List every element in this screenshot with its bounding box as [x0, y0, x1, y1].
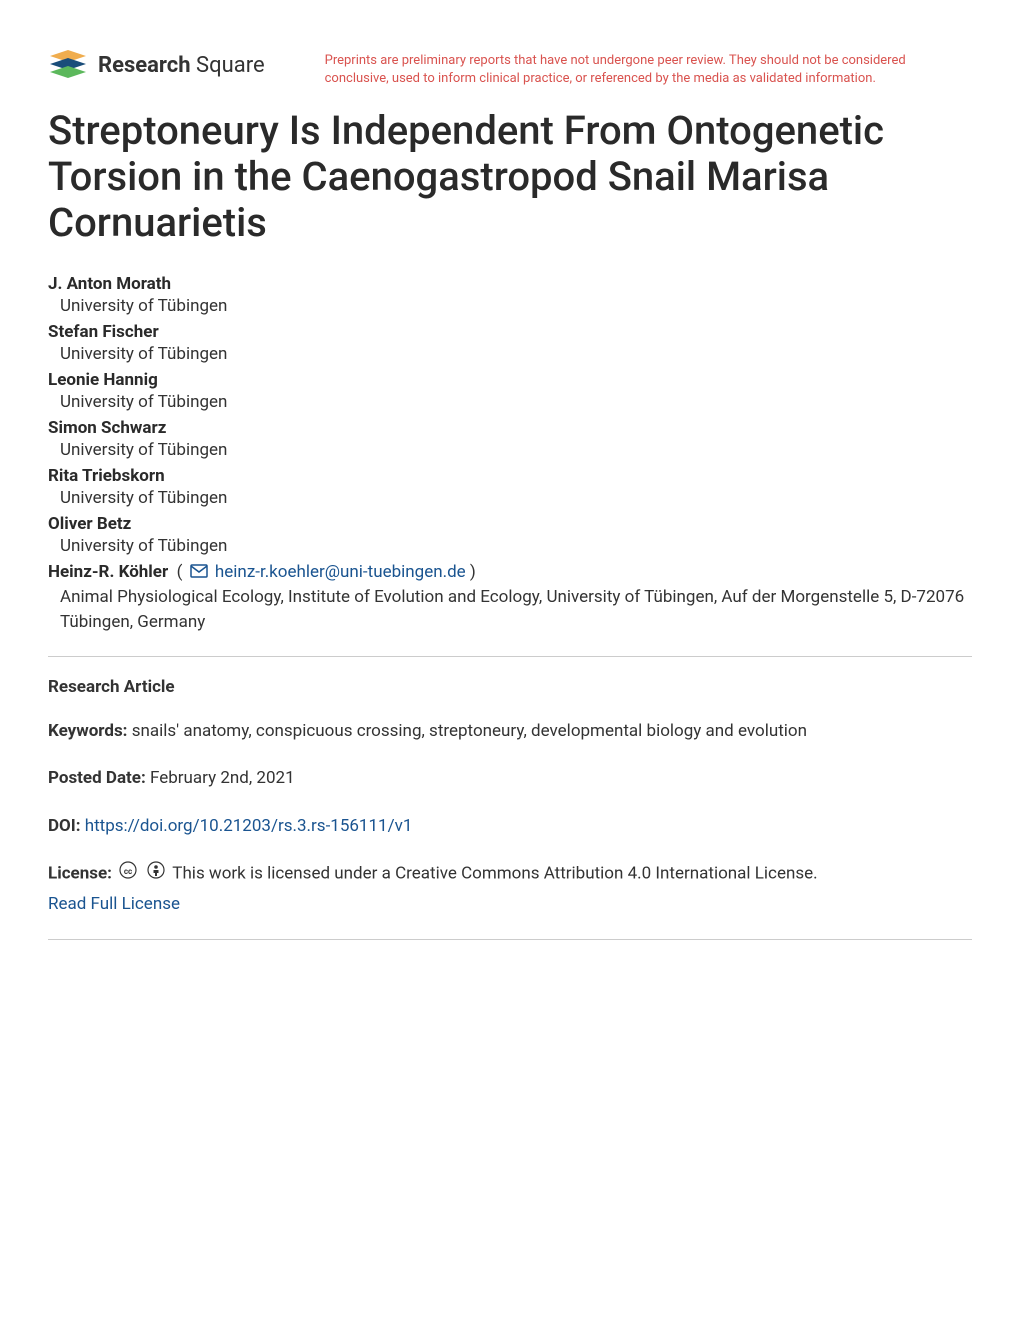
read-full-license-link[interactable]: Read Full License — [48, 892, 972, 918]
authors-list: J. Anton Morath University of Tübingen S… — [48, 274, 972, 636]
cc-by-icon — [147, 861, 165, 888]
logo-text-square: Square — [196, 53, 265, 78]
author-entry: Oliver Betz University of Tübingen — [48, 514, 972, 556]
license-text: This work is licensed under a Creative C… — [172, 864, 817, 884]
keywords-row: Keywords: snails' anatomy, conspicuous c… — [48, 719, 972, 745]
doi-link[interactable]: https://doi.org/10.21203/rs.3.rs-156111/… — [85, 816, 413, 836]
license-label: License: — [48, 864, 112, 884]
svg-text:cc: cc — [124, 867, 132, 876]
author-entry: J. Anton Morath University of Tübingen — [48, 274, 972, 316]
author-entry: Leonie Hannig University of Tübingen — [48, 370, 972, 412]
keywords-value: snails' anatomy, conspicuous crossing, s… — [132, 721, 807, 741]
doi-label: DOI: — [48, 816, 81, 836]
cc-icon: cc — [119, 861, 137, 888]
logo-text-research: Research — [98, 53, 191, 78]
author-affiliation: University of Tübingen — [60, 488, 972, 508]
author-name: Rita Triebskorn — [48, 466, 972, 486]
doi-row: DOI: https://doi.org/10.21203/rs.3.rs-15… — [48, 814, 972, 840]
author-name: Oliver Betz — [48, 514, 972, 534]
email-icon — [190, 563, 208, 583]
page-header: Research Square Preprints are preliminar… — [48, 48, 972, 88]
research-square-logo: Research Square — [48, 48, 265, 82]
posted-date-label: Posted Date: — [48, 768, 146, 788]
author-affiliation: University of Tübingen — [60, 440, 972, 460]
license-row: License: cc This work is licensed under … — [48, 861, 972, 917]
author-entry: Rita Triebskorn University of Tübingen — [48, 466, 972, 508]
posted-date-value: February 2nd, 2021 — [150, 768, 295, 788]
author-affiliation: University of Tübingen — [60, 344, 972, 364]
article-type: Research Article — [48, 677, 972, 697]
author-name: Heinz-R. Köhler — [48, 562, 168, 582]
corresponding-email-link[interactable]: heinz-r.koehler@uni-tuebingen.de — [215, 562, 466, 582]
posted-date-row: Posted Date: February 2nd, 2021 — [48, 766, 972, 792]
author-entry: Stefan Fischer University of Tübingen — [48, 322, 972, 364]
author-name: J. Anton Morath — [48, 274, 972, 294]
paper-title: Streptoneury Is Independent From Ontogen… — [48, 108, 972, 246]
corresponding-author-entry: Heinz-R. Köhler ( heinz-r.koehler@uni-tu… — [48, 562, 972, 636]
keywords-label: Keywords: — [48, 721, 127, 741]
author-affiliation: University of Tübingen — [60, 392, 972, 412]
divider — [48, 939, 972, 940]
author-affiliation: University of Tübingen — [60, 296, 972, 316]
author-affiliation: University of Tübingen — [60, 536, 972, 556]
preprint-disclaimer: Preprints are preliminary reports that h… — [325, 48, 972, 88]
corresponding-full-affiliation: Animal Physiological Ecology, Institute … — [60, 585, 972, 636]
author-name: Leonie Hannig — [48, 370, 972, 390]
divider — [48, 656, 972, 657]
logo-text: Research Square — [98, 53, 265, 78]
logo-icon — [48, 48, 90, 82]
author-name: Stefan Fischer — [48, 322, 972, 342]
author-entry: Simon Schwarz University of Tübingen — [48, 418, 972, 460]
author-name: Simon Schwarz — [48, 418, 972, 438]
